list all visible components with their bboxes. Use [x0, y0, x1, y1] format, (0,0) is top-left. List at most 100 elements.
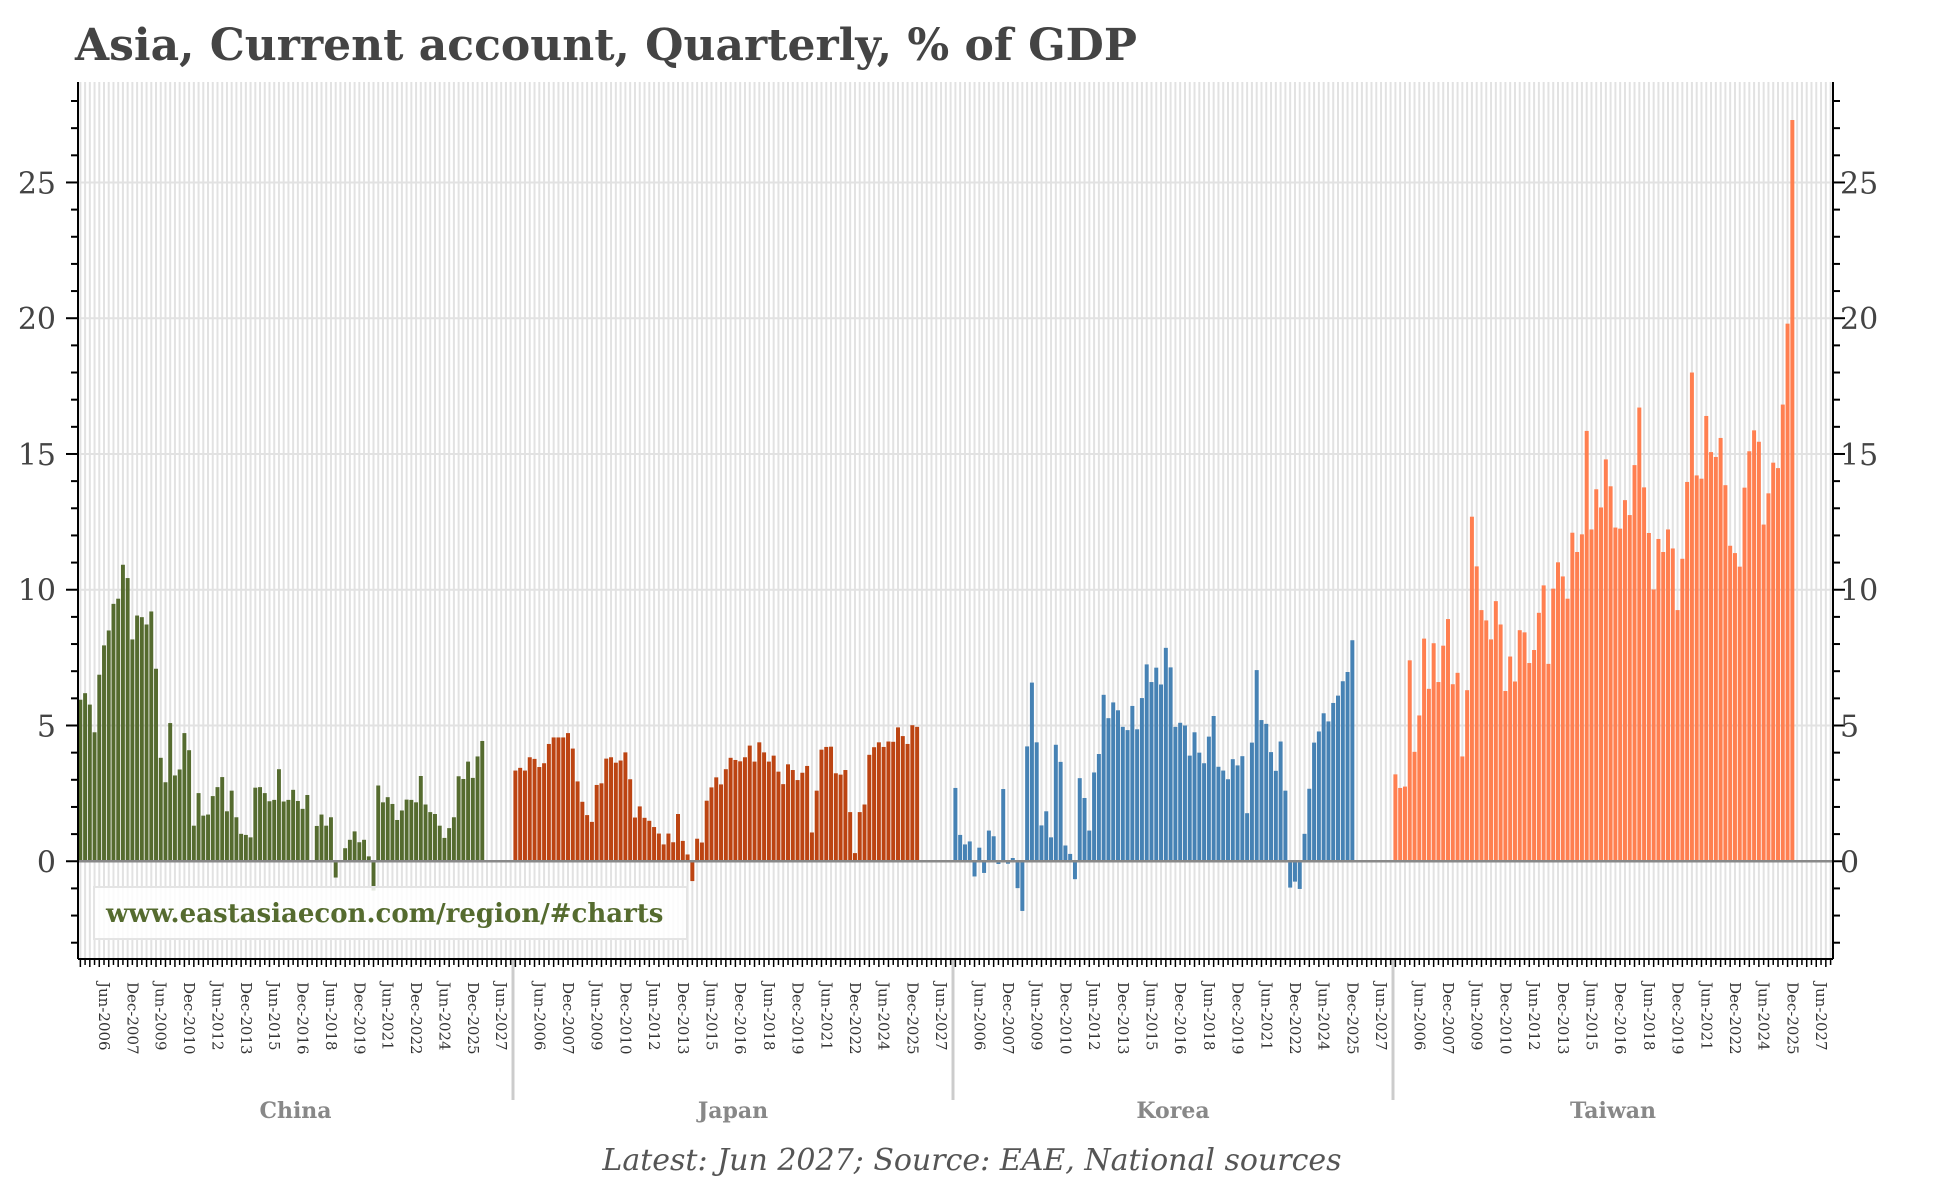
bar-china	[272, 799, 277, 862]
bar-japan	[542, 763, 547, 862]
bar-korea	[958, 834, 963, 862]
bar-china	[451, 817, 456, 862]
bar-korea	[1163, 647, 1168, 862]
bar-korea	[1283, 790, 1288, 862]
bar-korea	[972, 861, 977, 877]
x-tick-label: Jun-2024	[1315, 980, 1333, 1051]
bar-japan	[762, 752, 767, 862]
bar-japan	[886, 741, 891, 862]
bar-korea	[1178, 722, 1183, 862]
y-tick-label-right: 0	[1840, 845, 1859, 880]
bar-japan	[876, 742, 881, 862]
bar-korea	[1312, 742, 1317, 862]
bar-japan	[618, 760, 623, 862]
bar-japan	[757, 742, 762, 862]
bar-china	[120, 564, 125, 862]
x-tick-label: Jun-2024	[875, 980, 893, 1051]
bar-china	[196, 793, 201, 862]
x-tick-label: Jun-2012	[208, 980, 226, 1051]
bar-taiwan	[1594, 489, 1599, 862]
y-tick-label-left: 20	[18, 302, 56, 337]
bar-taiwan	[1776, 468, 1780, 862]
bar-korea	[1087, 830, 1092, 862]
bar-taiwan	[1398, 787, 1403, 862]
bar-japan	[699, 842, 704, 862]
bar-japan	[632, 817, 637, 862]
bar-korea	[1259, 720, 1264, 862]
bar-china	[92, 732, 97, 862]
bar-korea	[1240, 756, 1245, 862]
bar-taiwan	[1646, 532, 1651, 862]
bar-japan	[891, 741, 896, 862]
bar-china	[291, 789, 296, 862]
bar-korea	[1111, 702, 1116, 862]
bar-taiwan	[1627, 515, 1632, 862]
panel-label: China	[259, 1098, 331, 1124]
bar-china	[258, 787, 263, 862]
x-tick-label: Dec-2013	[237, 982, 255, 1055]
bar-japan	[594, 784, 599, 862]
bar-korea	[991, 836, 996, 862]
bar-china	[295, 800, 300, 862]
bar-korea	[1149, 682, 1154, 862]
bar-china	[461, 778, 466, 862]
bar-taiwan	[1689, 372, 1694, 862]
bar-china	[149, 611, 154, 862]
bar-taiwan	[1556, 562, 1560, 862]
x-tick-label: Dec-2025	[903, 982, 921, 1055]
x-tick-label: Dec-2013	[674, 982, 692, 1055]
bar-china	[442, 837, 447, 862]
x-tick-label: Jun-2024	[435, 980, 453, 1051]
bar-china	[201, 815, 206, 862]
bar-china	[168, 723, 173, 862]
x-tick-label: Jun-2012	[645, 980, 663, 1051]
bar-korea	[1316, 731, 1321, 862]
bar-korea	[1192, 732, 1197, 862]
bar-japan	[771, 755, 776, 862]
bar-korea	[1106, 718, 1111, 862]
bar-korea	[1345, 672, 1350, 862]
bar-china	[414, 802, 419, 862]
bar-japan	[546, 743, 551, 862]
x-tick-label: Dec-2016	[294, 982, 312, 1055]
x-tick-label: Jun-2006	[1410, 980, 1428, 1051]
bar-korea	[1350, 640, 1355, 862]
x-tick-label: Jun-2021	[1257, 980, 1275, 1051]
bar-japan	[786, 764, 790, 862]
bar-china	[172, 775, 177, 862]
bar-korea	[1101, 694, 1106, 862]
bar-china	[262, 793, 267, 862]
bar-china	[314, 825, 319, 862]
bar-korea	[996, 861, 1001, 864]
bar-china	[210, 796, 215, 862]
bar-japan	[589, 821, 594, 862]
x-tick-label: Jun-2018	[1200, 980, 1218, 1051]
bar-japan	[556, 737, 561, 862]
bar-korea	[1297, 861, 1302, 889]
x-tick-label: Dec-2016	[1611, 982, 1629, 1055]
bar-korea	[1092, 772, 1097, 862]
bar-japan	[599, 783, 604, 862]
bar-japan	[714, 777, 719, 862]
x-tick-label: Dec-2007	[1439, 982, 1457, 1055]
bar-china	[154, 668, 158, 862]
bar-taiwan	[1393, 774, 1398, 862]
bar-taiwan	[1560, 576, 1565, 862]
bar-japan	[900, 736, 905, 862]
bar-taiwan	[1694, 475, 1699, 862]
bar-korea	[1077, 778, 1082, 862]
bar-japan	[733, 759, 738, 862]
bar-china	[130, 639, 135, 862]
bar-china	[215, 787, 220, 862]
bar-taiwan	[1771, 462, 1776, 862]
bar-taiwan	[1709, 452, 1714, 862]
bar-japan	[522, 770, 527, 862]
bar-korea	[1049, 837, 1054, 862]
x-tick-label: Dec-2019	[789, 982, 807, 1055]
bar-korea	[977, 847, 982, 862]
x-tick-label: Jun-2024	[1755, 980, 1773, 1051]
bar-taiwan	[1656, 538, 1661, 862]
bar-taiwan	[1417, 715, 1422, 862]
x-tick-label: Jun-2018	[322, 980, 340, 1051]
bar-japan	[709, 787, 714, 862]
